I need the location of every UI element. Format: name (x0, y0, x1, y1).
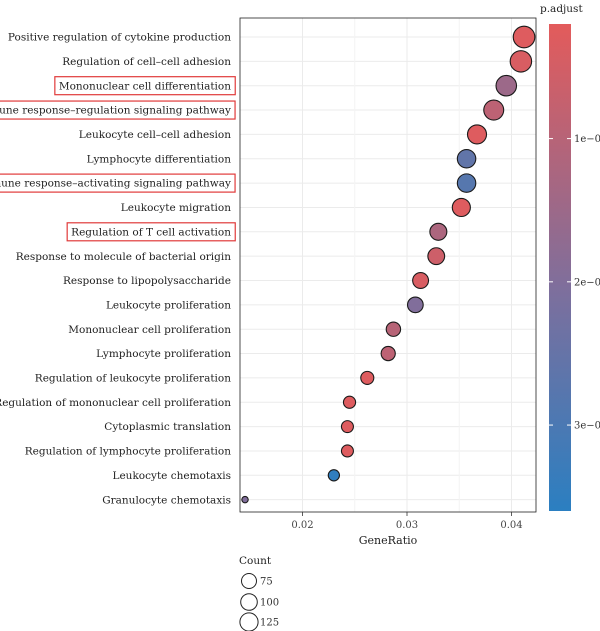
color-legend-bar (549, 24, 571, 511)
data-point (456, 148, 477, 169)
size-legend-label: 75 (260, 577, 273, 588)
data-point (412, 272, 430, 289)
term-label: Regulation of leukocyte proliferation (35, 373, 231, 385)
term-label: Leukocyte cell–cell adhesion (79, 129, 231, 141)
term-label: Response to molecule of bacterial origin (16, 251, 231, 263)
data-point (512, 25, 536, 49)
data-point (466, 124, 488, 145)
x-tick-label: 0.04 (500, 520, 522, 531)
size-legend-circle (241, 573, 257, 589)
size-legend-title: Count (239, 555, 272, 567)
data-point (483, 99, 505, 121)
x-tick-label: 0.03 (396, 520, 418, 531)
highlight-box (54, 76, 236, 96)
highlight-box (0, 173, 236, 193)
size-legend: Count 75 100 125 (239, 555, 279, 631)
data-point (451, 197, 471, 218)
color-legend-ticks: 1e−05 2e−05 3e−05 (549, 134, 600, 432)
term-label: Cytoplasmic translation (104, 421, 231, 433)
highlight-box (66, 222, 236, 242)
data-point (495, 74, 518, 97)
color-legend-tick-label: 1e−05 (574, 134, 600, 145)
data-point (427, 247, 446, 266)
term-label: Leukocyte chemotaxis (113, 470, 232, 482)
size-legend-items: 75 100 125 (239, 573, 279, 631)
color-legend-tick-label: 2e−05 (574, 277, 600, 288)
x-axis-label: GeneRatio (359, 534, 418, 547)
term-label: Regulation of mononuclear cell prolifera… (0, 397, 231, 409)
data-point (509, 50, 533, 73)
term-label: Mononuclear cell proliferation (68, 324, 231, 336)
term-label: Immune response–regulation signaling pat… (0, 105, 231, 117)
size-legend-circle (239, 612, 259, 631)
highlight-box (0, 100, 236, 120)
term-label: Regulation of cell–cell adhesion (62, 56, 231, 68)
size-legend-label: 100 (260, 598, 279, 609)
x-tick-label: 0.02 (291, 520, 313, 531)
term-label: Lymphocyte proliferation (96, 348, 231, 360)
highlight-boxes (0, 76, 236, 242)
term-label: Immune response–activating signaling pat… (0, 178, 231, 190)
x-axis-ticks: 0.02 0.03 0.04 (291, 512, 523, 531)
term-label: Leukocyte proliferation (106, 299, 231, 311)
data-points (241, 25, 536, 504)
color-legend: p.adjust 1e−05 2e−05 3e−05 (540, 3, 600, 511)
term-label: Leukocyte migration (121, 202, 231, 214)
plot-panel-border (239, 17, 537, 513)
data-point (340, 420, 354, 434)
term-labels: Positive regulation of cytokine producti… (0, 32, 231, 507)
term-label: Regulation of T cell activation (71, 226, 231, 238)
data-point (342, 395, 357, 409)
data-point (340, 444, 354, 458)
size-legend-circle (240, 593, 258, 611)
data-point (456, 173, 477, 193)
size-legend-label: 125 (260, 618, 279, 629)
term-label: Response to lipopolysaccharide (63, 275, 231, 287)
data-point (380, 345, 396, 362)
plot-panel-background (240, 18, 536, 512)
data-point (406, 296, 424, 314)
term-label: Granulocyte chemotaxis (102, 494, 231, 506)
term-label: Regulation of lymphocyte proliferation (25, 446, 231, 458)
color-legend-tick-label: 3e−05 (574, 421, 600, 432)
data-point (385, 321, 402, 337)
data-point (360, 370, 375, 385)
term-label: Positive regulation of cytokine producti… (8, 32, 231, 44)
data-point (241, 495, 249, 504)
term-label: Lymphocyte differentiation (87, 153, 232, 165)
data-point (327, 469, 341, 482)
data-point (429, 222, 448, 241)
term-label: Mononuclear cell differentiation (59, 80, 231, 92)
color-legend-title: p.adjust (540, 3, 583, 15)
